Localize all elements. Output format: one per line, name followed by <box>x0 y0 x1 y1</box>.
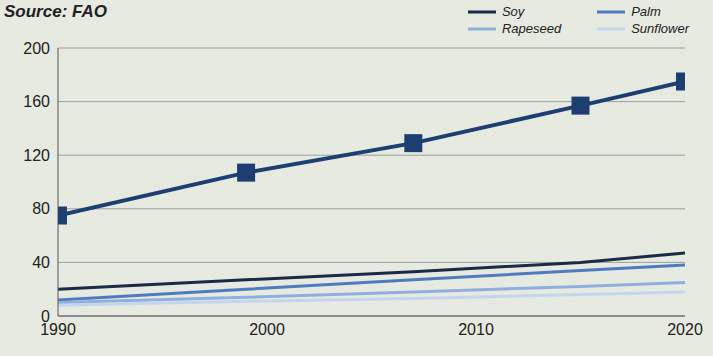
svg-text:80: 80 <box>32 200 50 217</box>
svg-text:1990: 1990 <box>40 321 76 339</box>
html-text:Soy: Soy <box>501 4 525 19</box>
html-text:Sunflower: Sunflower <box>631 21 689 36</box>
svg-text:2000: 2000 <box>249 321 285 338</box>
svg-text:40: 40 <box>32 254 50 271</box>
svg-text:0: 0 <box>41 308 50 325</box>
svg-text:2020: 2020 <box>667 321 703 338</box>
svg-text:120: 120 <box>23 147 50 164</box>
svg-text:160: 160 <box>23 93 50 110</box>
html-text:Palm: Palm <box>631 4 661 19</box>
svg-text:200: 200 <box>23 40 50 57</box>
svg-text:2010: 2010 <box>458 321 494 338</box>
html-text:Source: FAO: Source: FAO <box>4 2 107 21</box>
html-text:Rapeseed: Rapeseed <box>501 21 562 36</box>
